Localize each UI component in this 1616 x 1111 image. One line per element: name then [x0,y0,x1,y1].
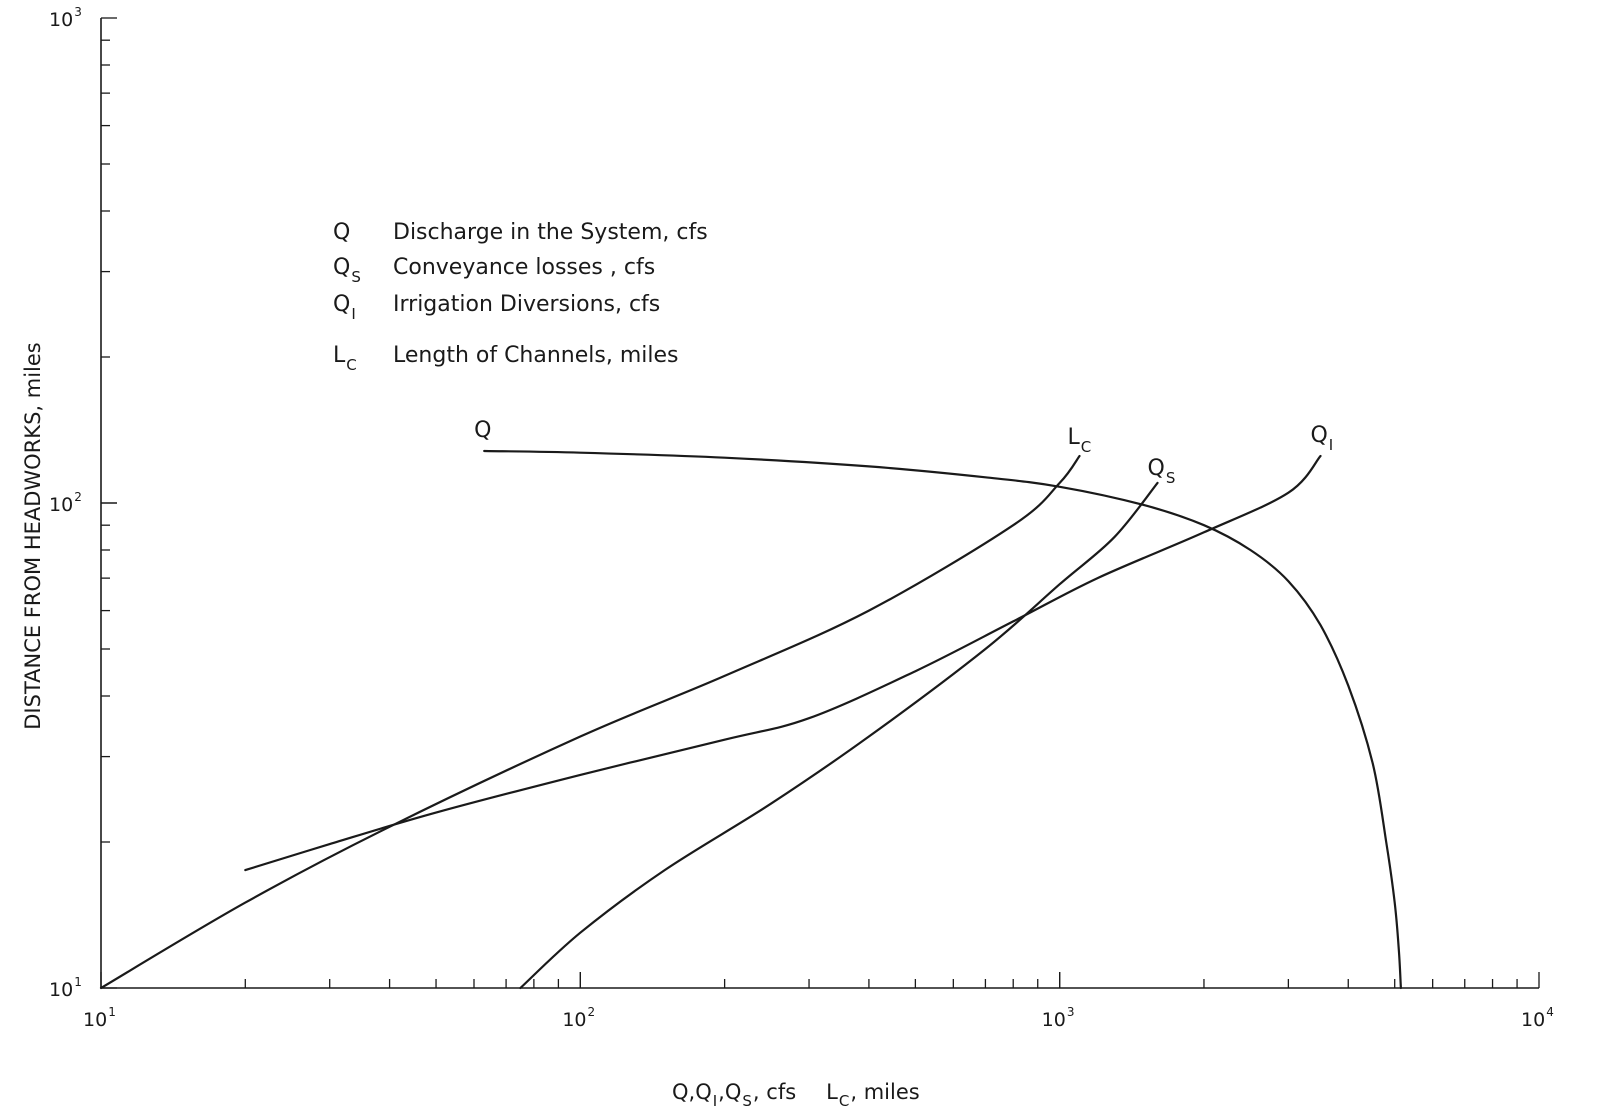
curve-label-q: Q [474,418,491,443]
x-axis-title: Q,QI,QS, cfs LC, miles [672,1080,920,1110]
legend-label: Irrigation Diversions, cfs [393,292,660,317]
axes: 101 102 103 104 101 102 103 [49,5,1554,1031]
axis-titles: Q,QI,QS, cfs LC, miles DISTANCE FROM HEADW… [21,342,920,1110]
x-tick-label: 103 [1042,1005,1075,1031]
curve-label-qi: QI [1310,423,1333,454]
y-tick-label: 103 [49,5,82,31]
legend-symbol: LC [333,343,357,374]
legend: Q Discharge in the System, cfs QS Conveyanc… [333,220,708,374]
y-tick-label: 101 [49,975,82,1001]
x-tick-label: 102 [562,1005,595,1031]
curve-qs [519,481,1159,990]
legend-label: Conveyance losses , cfs [393,255,655,280]
legend-label: Length of Channels, miles [393,343,679,368]
curve-lc [99,454,1081,990]
curve-label-lc: LC [1068,425,1092,456]
curves [99,449,1402,990]
curve-qi [244,454,1322,872]
legend-symbol: QS [333,255,361,286]
curve-label-qs: QS [1148,456,1176,487]
legend-label: Discharge in the System, cfs [393,220,708,245]
x-tick-label: 101 [83,1005,116,1031]
legend-symbol: Q [333,220,350,245]
y-tick-label: 102 [49,490,82,516]
curve-q [483,449,1402,990]
legend-symbol: QI [333,292,356,323]
x-tick-label: 104 [1521,1005,1554,1031]
curve-labels: Q LC QS QI [474,418,1333,487]
y-axis-title: DISTANCE FROM HEADWORKS, miles [21,342,45,730]
